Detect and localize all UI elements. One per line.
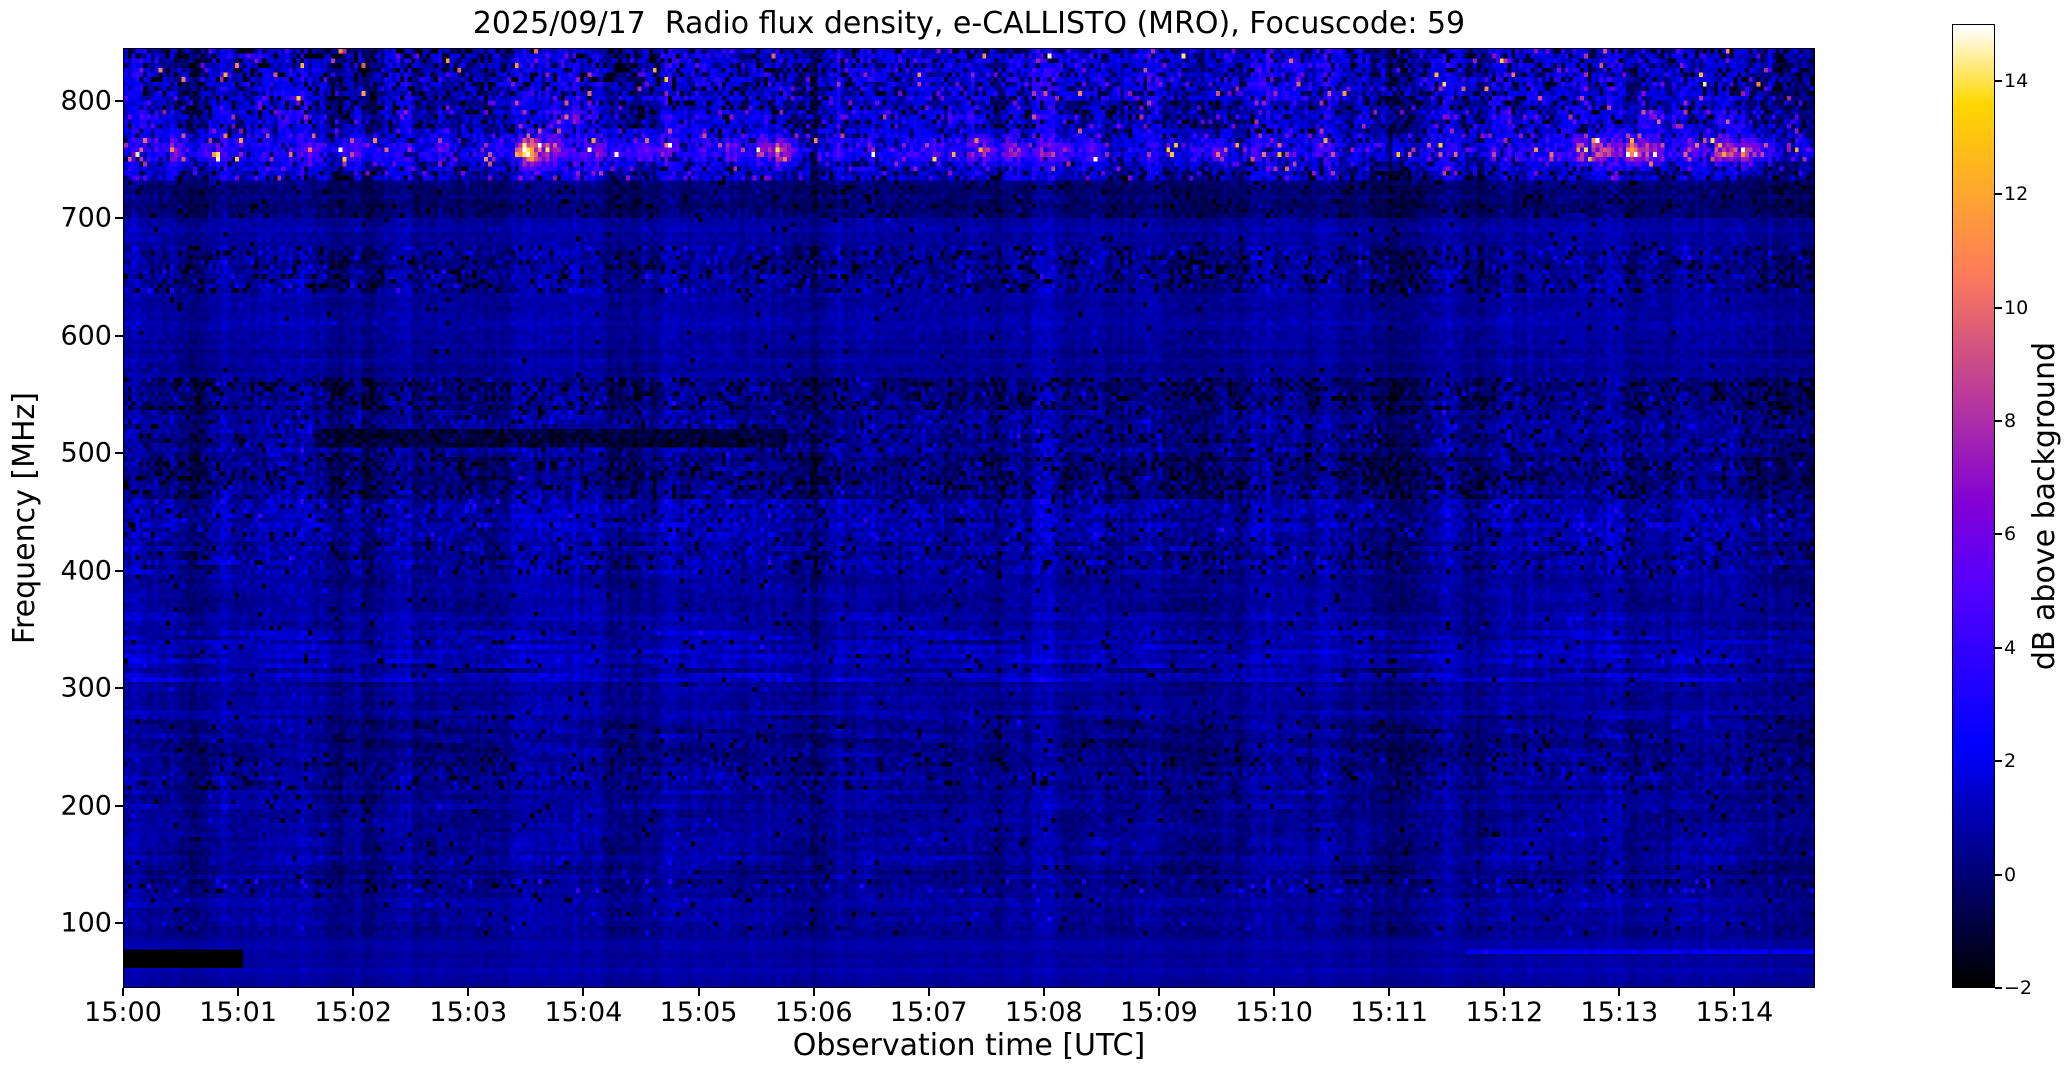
colorbar-label-text: dB above background [2026,341,2062,671]
x-tick-label: 15:05 [659,997,738,1028]
x-tick-mark [1388,988,1391,996]
x-tick-mark [352,988,355,996]
colorbar-label: dB above background [2024,24,2064,988]
y-tick-mark [115,804,123,807]
x-tick-mark [237,988,240,996]
x-tick-mark [1503,988,1506,996]
x-tick-mark [1157,988,1160,996]
y-tick-mark [115,687,123,690]
x-tick-mark [1733,988,1736,996]
y-tick-mark [115,922,123,925]
x-tick-mark [927,988,930,996]
colorbar-tick-mark [1995,760,2002,763]
colorbar-tick-label: 8 [2004,409,2017,432]
x-tick-mark [582,988,585,996]
x-tick-mark [697,988,700,996]
y-tick-mark [115,99,123,102]
colorbar-tick-mark [1995,533,2002,536]
colorbar [1952,24,1995,988]
x-tick-label: 15:03 [429,997,508,1028]
x-tick-mark [812,988,815,996]
y-axis-label-text: Frequency [MHz] [6,391,42,645]
colorbar-tick-label: 2 [2004,750,2017,773]
x-tick-label: 15:02 [314,997,393,1028]
x-tick-mark [1042,988,1045,996]
x-tick-label: 15:12 [1465,997,1544,1028]
x-tick-mark [122,988,124,996]
x-tick-label: 15:06 [774,997,853,1028]
x-axis-label: Observation time [UTC] [792,1028,1146,1063]
x-tick-label: 15:11 [1350,997,1429,1028]
colorbar-tick-mark [1995,987,2002,989]
x-tick-label: 15:08 [1004,997,1083,1028]
chart-title: 2025/09/17 Radio flux density, e-CALLIST… [472,6,1466,41]
y-tick-mark [115,569,123,572]
y-tick-mark [115,334,123,337]
x-tick-label: 15:07 [889,997,968,1028]
x-tick-label: 15:04 [544,997,623,1028]
colorbar-tick-label: 4 [2004,636,2017,659]
spectrogram-heatmap-canvas [124,49,1814,987]
colorbar-tick-mark [1995,306,2002,309]
colorbar-tick-mark [1995,193,2002,196]
colorbar-tick-mark [1995,873,2002,876]
x-tick-label: 15:09 [1120,997,1198,1028]
x-tick-mark [1618,988,1621,996]
y-tick-mark [115,217,123,220]
x-tick-label: 15:14 [1695,997,1774,1028]
x-tick-mark [1273,988,1276,996]
spectrogram-plot-area [123,48,1815,988]
x-tick-label: 15:13 [1580,997,1659,1028]
colorbar-tick-mark [1995,646,2002,649]
y-tick-mark [115,452,123,455]
colorbar-tick-mark [1995,419,2002,422]
x-tick-label: 15:01 [199,997,277,1028]
x-tick-label: 15:00 [84,997,162,1028]
colorbar-tick-label: 0 [2004,863,2017,886]
y-axis-label: Frequency [MHz] [4,48,44,988]
colorbar-tick-mark [1995,79,2002,82]
x-tick-mark [467,988,470,996]
x-tick-label: 15:10 [1235,997,1313,1028]
colorbar-tick-label: 6 [2004,523,2017,546]
colorbar-gradient-canvas [1953,25,1994,987]
